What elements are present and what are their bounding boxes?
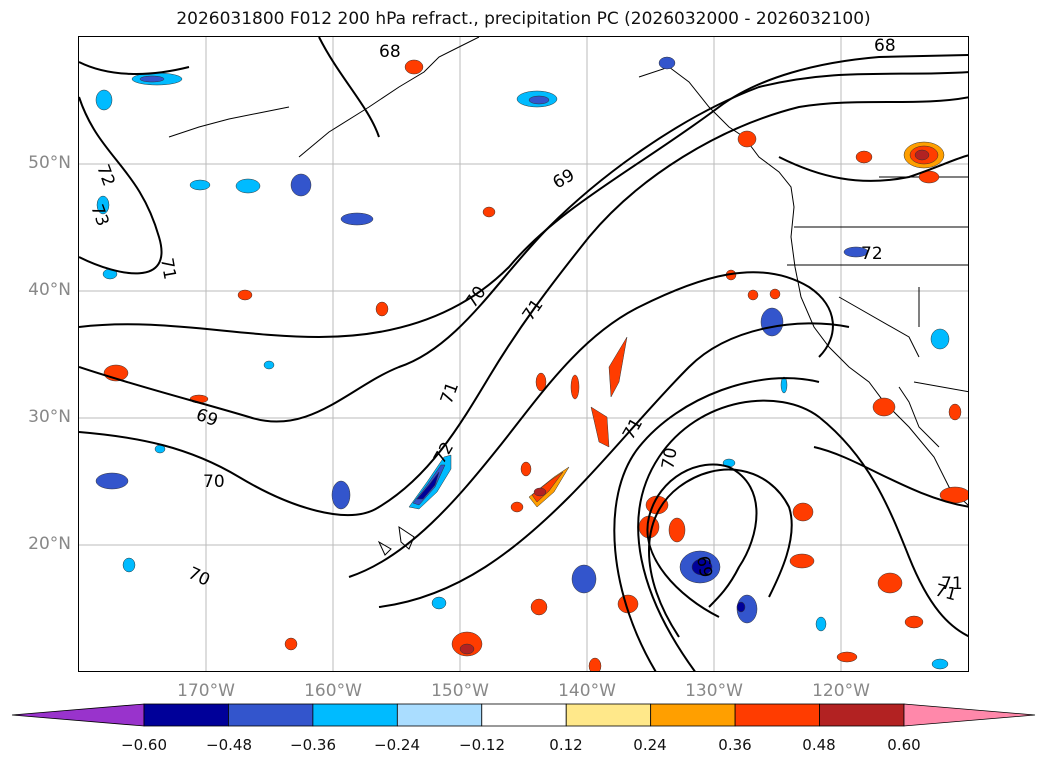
colorbar-tick: 0.24 bbox=[633, 736, 667, 754]
contour-label: 72 bbox=[92, 162, 118, 189]
lon-label-140w: 140°W bbox=[558, 681, 616, 701]
colorbar-extend-low bbox=[11, 703, 145, 727]
precip-negative bbox=[95, 56, 950, 670]
colorbar-segment bbox=[312, 703, 398, 727]
colorbar-tick: −0.48 bbox=[206, 736, 252, 754]
colorbar-tick: 0.48 bbox=[802, 736, 836, 754]
lon-label-150w: 150°W bbox=[431, 681, 489, 701]
lon-label-160w: 160°W bbox=[304, 681, 362, 701]
contour-label: 72 bbox=[861, 244, 883, 264]
colorbar-tick: 0.12 bbox=[549, 736, 583, 754]
lon-label-120w: 120°W bbox=[812, 681, 870, 701]
contour-label: 69 bbox=[550, 165, 579, 193]
lat-label-20n: 20°N bbox=[28, 534, 71, 554]
contour-label: 72 bbox=[430, 439, 458, 468]
graticule bbox=[79, 37, 968, 671]
colorbar-tick: −0.60 bbox=[121, 736, 167, 754]
contour-label: 71 bbox=[437, 380, 463, 407]
colorbar-segment bbox=[143, 703, 229, 727]
colorbar-tick: −0.24 bbox=[374, 736, 420, 754]
contour-label: 69 bbox=[692, 554, 715, 579]
colorbar-segment bbox=[734, 703, 820, 727]
colorbar bbox=[11, 703, 1036, 727]
colorbar-segment bbox=[228, 703, 314, 727]
colorbar-segment bbox=[481, 703, 567, 727]
lat-label-30n: 30°N bbox=[28, 407, 71, 427]
colorbar-tick: −0.12 bbox=[459, 736, 505, 754]
contour-label: 71 bbox=[941, 574, 963, 594]
lon-label-170w: 170°W bbox=[177, 681, 235, 701]
precip-positive bbox=[103, 59, 968, 671]
contour-label: 70 bbox=[185, 563, 213, 590]
contour-label: 70 bbox=[658, 446, 681, 471]
refractivity-contours bbox=[79, 37, 968, 671]
colorbar-segment bbox=[565, 703, 652, 727]
coastlines bbox=[168, 37, 968, 556]
contour-label: 70 bbox=[203, 472, 225, 492]
colorbar-segment bbox=[650, 703, 736, 727]
lon-label-130w: 130°W bbox=[685, 681, 743, 701]
colorbar-extend-high bbox=[903, 703, 1036, 727]
colorbar-tick: 0.60 bbox=[887, 736, 921, 754]
contour-label: 68 bbox=[874, 37, 896, 56]
lat-label-40n: 40°N bbox=[28, 280, 71, 300]
contour-label: 69 bbox=[193, 405, 220, 431]
map-panel: 68 68 72 73 71 69 70 71 71 69 70 71 72 7… bbox=[78, 36, 969, 672]
colorbar-segment bbox=[819, 703, 905, 727]
map-title: 2026031800 F012 200 hPa refract., precip… bbox=[176, 9, 871, 29]
map-canvas: 68 68 72 73 71 69 70 71 71 69 70 71 72 7… bbox=[79, 37, 968, 671]
lat-label-50n: 50°N bbox=[28, 153, 71, 173]
contour-label: 71 bbox=[519, 296, 548, 325]
colorbar-segment bbox=[396, 703, 483, 727]
colorbar-tick: 0.36 bbox=[718, 736, 752, 754]
colorbar-tick: −0.36 bbox=[290, 736, 336, 754]
colorbar-segments bbox=[11, 703, 1036, 727]
contour-label: 71 bbox=[156, 256, 179, 281]
contour-label: 68 bbox=[379, 42, 401, 62]
